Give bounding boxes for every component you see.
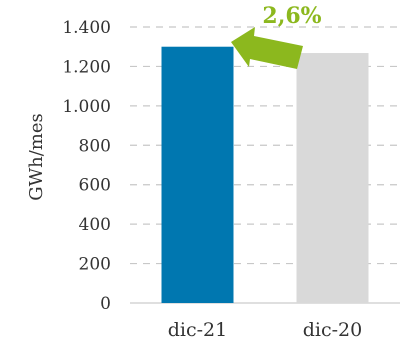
y-tick-label: 1.200 bbox=[62, 57, 111, 77]
arrow-left-icon bbox=[231, 27, 303, 69]
x-tick-label: dic-21 bbox=[168, 319, 227, 341]
bar-dic-20 bbox=[296, 53, 369, 303]
x-tick-labels: dic-21 dic-20 bbox=[168, 319, 362, 341]
y-tick-label: 0 bbox=[100, 294, 111, 314]
y-tick-labels: 0 200 400 600 800 1.000 1.200 1.400 bbox=[62, 18, 111, 314]
bars bbox=[161, 46, 369, 303]
growth-label: 2,6% bbox=[262, 3, 321, 29]
y-tick-label: 1.000 bbox=[62, 97, 111, 117]
y-tick-label: 200 bbox=[79, 255, 111, 275]
x-tick-label: dic-20 bbox=[303, 319, 362, 341]
y-axis-label: GWh/mes bbox=[26, 113, 47, 201]
bar-dic-21 bbox=[161, 46, 234, 303]
y-tick-label: 400 bbox=[79, 215, 111, 235]
y-tick-label: 1.400 bbox=[62, 18, 111, 38]
growth-annotation: 2,6% bbox=[231, 3, 322, 69]
y-tick-label: 600 bbox=[79, 176, 111, 196]
y-tick-label: 800 bbox=[79, 136, 111, 156]
